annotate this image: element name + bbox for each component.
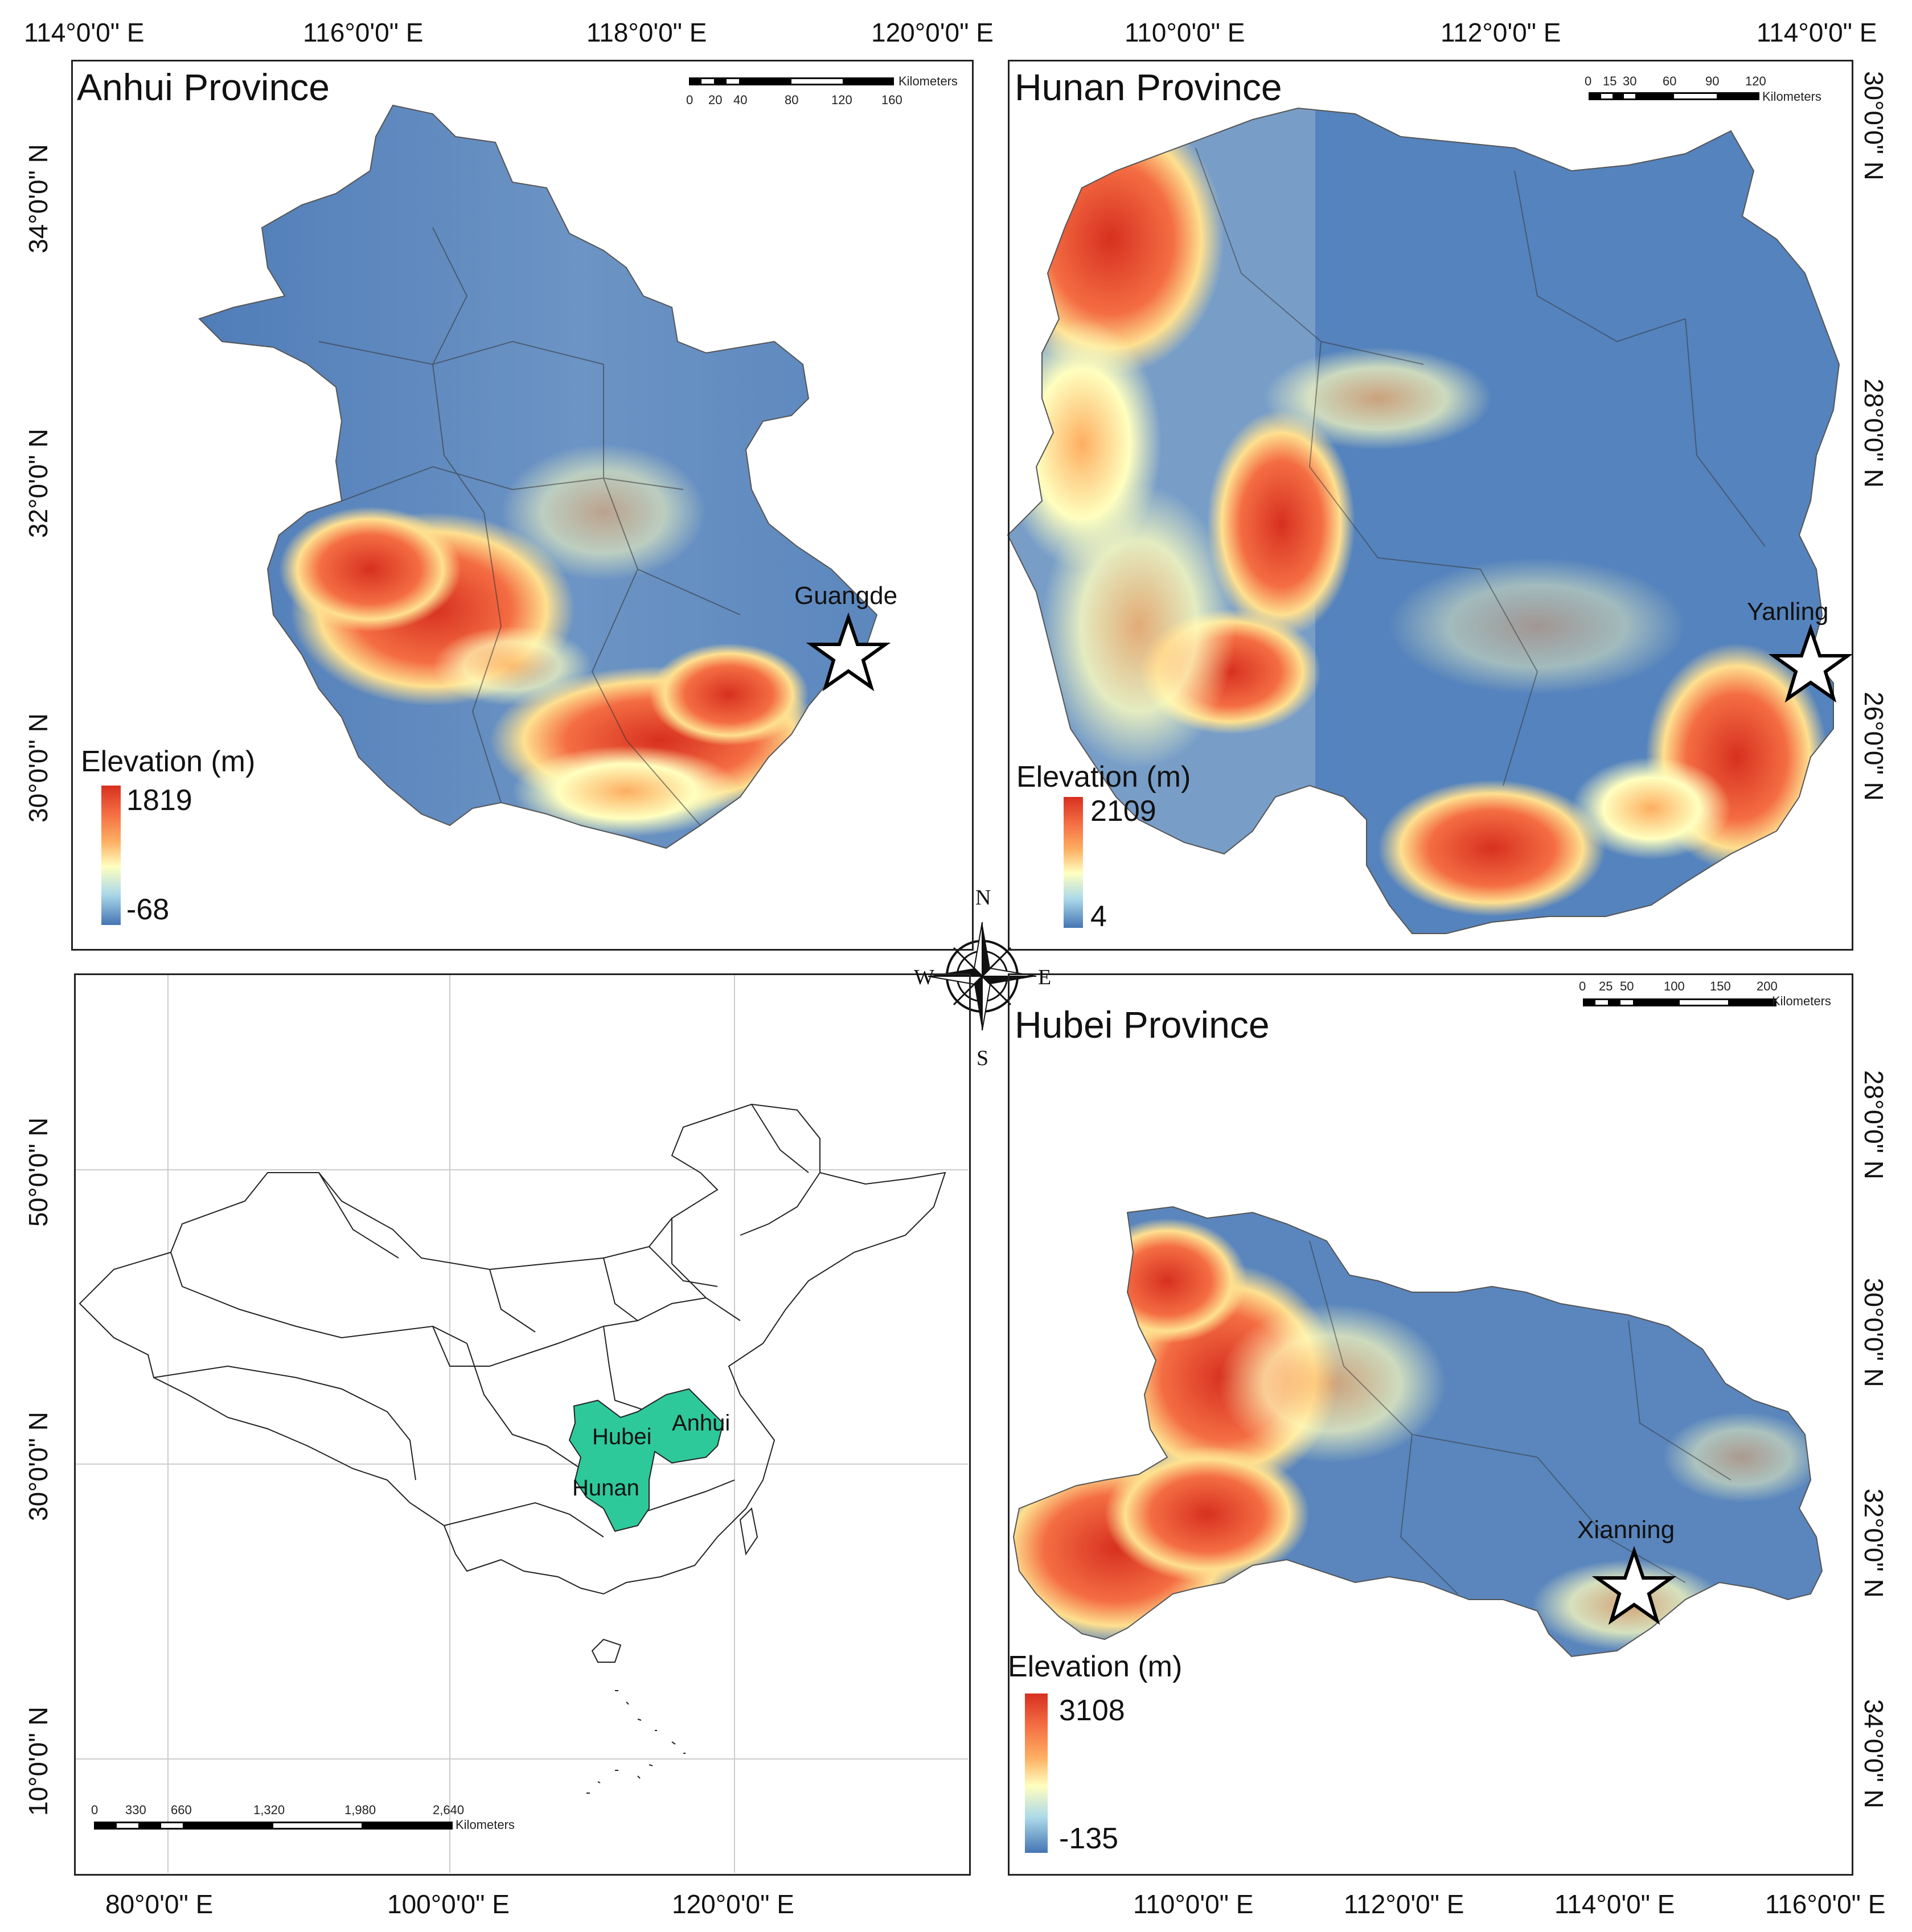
china-scale-tick: 660 bbox=[171, 1803, 192, 1817]
hunan-panel bbox=[1008, 60, 1853, 951]
anhui-scale-tick: 120 bbox=[831, 93, 852, 107]
china-scale-tick: 0 bbox=[91, 1803, 99, 1817]
anhui-legend-max: 1819 bbox=[126, 784, 192, 817]
hunan-lat-label: 30°0'0" N bbox=[1859, 71, 1889, 180]
hubei-legend-min: -135 bbox=[1059, 1822, 1119, 1855]
hubei-lat-label: 34°0'0" N bbox=[1859, 1699, 1889, 1808]
china-overview-map bbox=[74, 973, 968, 1873]
anhui-legend-title: Elevation (m) bbox=[81, 745, 256, 778]
hunan-lat-label: 28°0'0" N bbox=[1859, 379, 1889, 488]
anhui-scale-tick: 0 bbox=[686, 93, 694, 107]
hubei-lat-label: 28°0'0" N bbox=[1859, 1070, 1889, 1179]
anhui-map-label: Anhui bbox=[672, 1411, 731, 1436]
china-lat-label: 50°0'0" N bbox=[23, 1117, 53, 1227]
anhui-legend-ramp bbox=[101, 786, 121, 925]
hubei-lon-label: 114°0'0" E bbox=[1554, 1889, 1675, 1919]
hunan-scale-tick: 15 bbox=[1603, 74, 1617, 88]
china-scale-tick: 330 bbox=[125, 1803, 146, 1817]
compass-s-label: S bbox=[976, 1046, 989, 1070]
xianning-star-icon bbox=[1591, 1545, 1677, 1625]
hunan-scale-tick: 30 bbox=[1623, 74, 1637, 88]
anhui-scale-tick: 20 bbox=[708, 93, 723, 107]
hubei-scale-tick: 100 bbox=[1664, 979, 1685, 993]
xianning-label: Xianning bbox=[1577, 1516, 1675, 1544]
china-lat-label: 10°0'0" N bbox=[23, 1707, 53, 1816]
anhui-panel bbox=[71, 60, 974, 951]
anhui-lon-label: 114°0'0" E bbox=[24, 18, 145, 47]
hubei-lon-label: 112°0'0" E bbox=[1344, 1889, 1464, 1919]
hubei-scale-tick: 150 bbox=[1710, 979, 1731, 993]
hubei-legend-max: 3108 bbox=[1059, 1694, 1125, 1727]
hunan-scale-tick: 120 bbox=[1745, 74, 1766, 88]
guangde-star-icon bbox=[806, 612, 891, 692]
hunan-legend-max: 2109 bbox=[1090, 795, 1156, 828]
hubei-panel bbox=[1008, 973, 1853, 1876]
compass-rose-icon bbox=[928, 922, 1037, 1031]
anhui-scale-bar bbox=[689, 77, 894, 85]
china-scale-tick: 1,320 bbox=[253, 1803, 285, 1817]
anhui-lat-label: 34°0'0" N bbox=[23, 144, 53, 253]
hunan-lon-label: 114°0'0" E bbox=[1757, 18, 1877, 47]
hubei-legend-title: Elevation (m) bbox=[1008, 1650, 1183, 1683]
anhui-scale-tick: 40 bbox=[733, 93, 748, 107]
anhui-lat-label: 30°0'0" N bbox=[23, 713, 53, 823]
hunan-lat-label: 26°0'0" N bbox=[1859, 692, 1889, 801]
hubei-lat-label: 32°0'0" N bbox=[1859, 1489, 1889, 1598]
anhui-outline bbox=[198, 104, 878, 849]
anhui-scale-tick: 160 bbox=[881, 93, 902, 107]
anhui-lon-label: 118°0'0" E bbox=[586, 18, 707, 47]
hubei-lat-label: 30°0'0" N bbox=[1859, 1278, 1889, 1387]
hunan-scale-tick: 60 bbox=[1663, 74, 1677, 88]
hubei-lon-label: 116°0'0" E bbox=[1765, 1889, 1886, 1919]
china-scale-bar bbox=[94, 1822, 453, 1830]
china-lon-label: 100°0'0" E bbox=[387, 1889, 510, 1919]
hunan-lon-label: 110°0'0" E bbox=[1125, 18, 1245, 47]
china-scale-unit: Kilometers bbox=[456, 1818, 515, 1832]
china-scale-tick: 2,640 bbox=[433, 1803, 465, 1817]
hunan-legend-ramp bbox=[1064, 797, 1083, 928]
yanling-star-icon bbox=[1768, 623, 1853, 703]
china-scale-tick: 1,980 bbox=[344, 1803, 376, 1817]
hunan-title: Hunan Province bbox=[1015, 66, 1282, 108]
hunan-scale-tick: 0 bbox=[1585, 74, 1592, 88]
anhui-legend-min: -68 bbox=[126, 893, 170, 926]
hubei-map-label: Hubei bbox=[592, 1424, 652, 1449]
china-lon-label: 120°0'0" E bbox=[672, 1889, 794, 1919]
highlighted-provinces bbox=[568, 1388, 724, 1532]
anhui-scale-unit: Kilometers bbox=[898, 74, 958, 88]
china-lat-label: 30°0'0" N bbox=[23, 1412, 53, 1521]
hubei-lon-label: 110°0'0" E bbox=[1133, 1889, 1254, 1919]
compass-n-label: N bbox=[975, 886, 991, 910]
hunan-scale-tick: 90 bbox=[1705, 74, 1720, 88]
hubei-scale-tick: 50 bbox=[1620, 979, 1634, 993]
compass-e-label: E bbox=[1038, 965, 1052, 989]
hunan-lon-label: 112°0'0" E bbox=[1441, 18, 1561, 47]
hubei-scale-tick: 0 bbox=[1579, 979, 1586, 993]
anhui-scale-tick: 80 bbox=[785, 93, 799, 107]
hunan-outline bbox=[1007, 107, 1840, 934]
compass-w-label: W bbox=[914, 965, 934, 989]
hubei-outline bbox=[1012, 1206, 1823, 1658]
anhui-lat-label: 32°0'0" N bbox=[23, 429, 53, 538]
china-lon-label: 80°0'0" E bbox=[105, 1889, 214, 1919]
china-panel bbox=[74, 973, 971, 1876]
hubei-legend-ramp bbox=[1025, 1693, 1048, 1853]
hunan-scale-unit: Kilometers bbox=[1762, 89, 1821, 104]
hubei-title: Hubei Province bbox=[1015, 1004, 1270, 1046]
hunan-scale-bar bbox=[1589, 92, 1759, 100]
hubei-scale-tick: 200 bbox=[1757, 979, 1778, 993]
anhui-lon-label: 116°0'0" E bbox=[303, 18, 424, 47]
hubei-scale-unit: Kilometers bbox=[1772, 994, 1831, 1008]
anhui-title: Anhui Province bbox=[77, 66, 330, 108]
hubei-scale-bar bbox=[1583, 998, 1776, 1006]
yanling-label: Yanling bbox=[1747, 598, 1829, 626]
hunan-map-label: Hunan bbox=[572, 1475, 639, 1501]
hubei-scale-tick: 25 bbox=[1599, 979, 1613, 993]
guangde-label: Guangde bbox=[794, 582, 898, 610]
hunan-legend-min: 4 bbox=[1090, 900, 1107, 933]
anhui-lon-label: 120°0'0" E bbox=[871, 18, 994, 47]
hunan-legend-title: Elevation (m) bbox=[1016, 761, 1191, 794]
